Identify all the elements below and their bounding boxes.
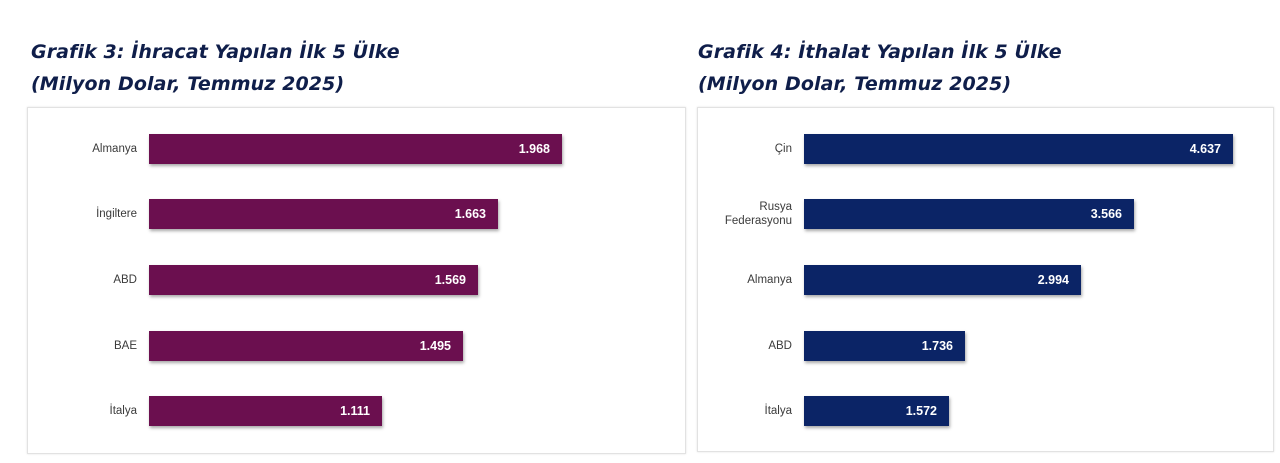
- export-bar: 1.968: [149, 134, 562, 164]
- import-chart-title-line1: Grafik 4: İthalat Yapılan İlk 5 Ülke: [698, 41, 1062, 63]
- export-bar-value: 1.569: [434, 273, 466, 287]
- export-bar: 1.569: [149, 265, 478, 295]
- import-bar-row: ABD 1.736: [698, 331, 1273, 361]
- import-chart-panel: Çin 4.637 Rusya Federasyonu 3.566 Almanya 2.9…: [697, 107, 1274, 452]
- import-category-label: İtalya: [764, 405, 793, 417]
- import-bar: 1.572: [804, 396, 949, 426]
- export-chart-panel: Almanya 1.968 İngiltere 1.663 ABD 1.569 BAE 1.4…: [27, 107, 686, 454]
- export-bar-value: 1.663: [454, 207, 486, 221]
- import-bar-value: 2.994: [1037, 273, 1069, 287]
- export-bar: 1.663: [149, 199, 498, 229]
- export-category-label: Almanya: [92, 143, 137, 155]
- import-bar-value: 1.572: [905, 404, 937, 418]
- import-category-label: Almanya: [747, 274, 792, 286]
- export-bar-value: 1.111: [340, 404, 370, 418]
- export-bar-row: ABD 1.569: [28, 265, 685, 295]
- import-bar-value: 1.736: [921, 339, 953, 353]
- export-chart-title-line1: Grafik 3: İhracat Yapılan İlk 5 Ülke: [31, 41, 400, 63]
- import-bar-row: Çin 4.637: [698, 134, 1273, 164]
- import-bar-value: 4.637: [1189, 142, 1221, 156]
- export-category-label: İtalya: [109, 405, 138, 417]
- export-bar-row: BAE 1.495: [28, 331, 685, 361]
- export-chart-title: Grafik 3: İhracat Yapılan İlk 5 Ülke (Mi…: [31, 36, 400, 100]
- import-bar-value: 3.566: [1090, 207, 1122, 221]
- export-bar-row: İtalya 1.111: [28, 396, 685, 426]
- import-category-label: ABD: [768, 340, 792, 352]
- import-bar: 4.637: [804, 134, 1233, 164]
- import-chart-title: Grafik 4: İthalat Yapılan İlk 5 Ülke (Mi…: [698, 36, 1062, 100]
- export-bar-value: 1.495: [419, 339, 451, 353]
- export-bar-value: 1.968: [518, 142, 550, 156]
- import-category-label: Çin: [774, 143, 792, 155]
- import-category-label: Rusya Federasyonu: [724, 201, 792, 227]
- export-bar: 1.111: [149, 396, 382, 426]
- import-bar-row: İtalya 1.572: [698, 396, 1273, 426]
- export-bar-row: Almanya 1.968: [28, 134, 685, 164]
- export-category-label: BAE: [113, 340, 137, 352]
- import-bar-row: Almanya 2.994: [698, 265, 1273, 295]
- import-bar: 3.566: [804, 199, 1134, 229]
- import-bar: 2.994: [804, 265, 1081, 295]
- import-bar: 1.736: [804, 331, 965, 361]
- export-chart-subtitle: (Milyon Dolar, Temmuz 2025): [31, 73, 345, 95]
- export-bar-row: İngiltere 1.663: [28, 199, 685, 229]
- export-bar: 1.495: [149, 331, 463, 361]
- import-chart-subtitle: (Milyon Dolar, Temmuz 2025): [698, 73, 1012, 95]
- export-category-label: İngiltere: [96, 208, 137, 220]
- import-bar-row: Rusya Federasyonu 3.566: [698, 199, 1273, 229]
- export-category-label: ABD: [113, 274, 137, 286]
